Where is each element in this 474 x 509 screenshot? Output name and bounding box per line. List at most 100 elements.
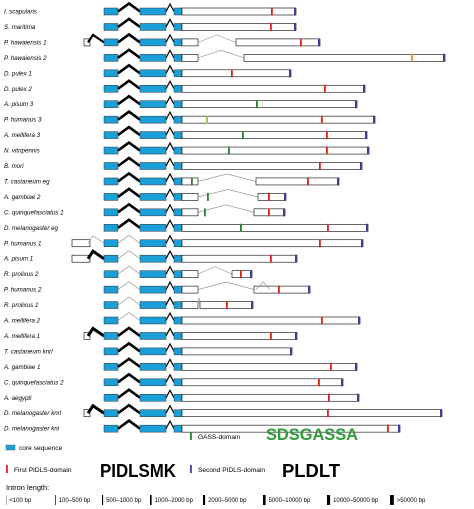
pidls1-domain-mark (271, 7, 273, 16)
upstream-intron (86, 249, 105, 260)
core-exon (103, 239, 119, 247)
pidls1-domain-mark (324, 84, 326, 93)
intron-1 (117, 281, 141, 290)
core-exon (139, 115, 167, 124)
intron-3 (197, 34, 237, 43)
intron-3 (197, 297, 201, 306)
core-exon (103, 224, 119, 232)
pidls2-domain-mark (398, 424, 400, 433)
gene-row: R. prolixus 1 (4, 296, 254, 310)
legend: core sequence GASS-domain First PIDLS-do… (5, 425, 358, 481)
intron-2 (165, 311, 175, 321)
pidls2-domain-mark (294, 22, 296, 31)
core-exon (103, 131, 119, 139)
pidls2-domain-mark (440, 409, 442, 418)
core-exon (103, 316, 119, 325)
exon (181, 115, 376, 124)
pidls1-domain-mark (270, 254, 272, 263)
core-exon (173, 363, 183, 371)
core-exon (139, 7, 167, 16)
gass-domain-mark (242, 131, 244, 140)
gene-label: A. pisum 3 (3, 101, 34, 108)
pidls1-domain-mark (300, 38, 302, 47)
core-exon (173, 239, 183, 247)
core-exon (139, 347, 167, 356)
intron-bin-mark (263, 495, 266, 505)
core-exon (173, 115, 183, 124)
intron-2 (165, 342, 175, 352)
gene-label: T. castaneum eg (4, 178, 50, 185)
intron-1 (117, 32, 141, 44)
gene-row: C. quinquefasciatus 2 (4, 372, 344, 387)
pidls1-domain-mark (326, 146, 328, 155)
core-exon (139, 23, 167, 31)
pidls2-domain-mark (341, 378, 343, 387)
legend-gass-swatch (190, 432, 192, 440)
gene-label: P. hawaiensis 1 (4, 39, 47, 46)
gene-row: A. mellifera 2 (3, 311, 361, 325)
pidls2-domain-mark (360, 162, 362, 170)
exon (257, 193, 287, 201)
legend-gass-label: GASS-domain (198, 434, 240, 441)
pidls1-domain-mark (268, 208, 270, 217)
core-exon (103, 424, 119, 433)
pidls2-domain-mark (250, 270, 252, 279)
core-exon (139, 69, 167, 78)
gene-label: D. melanogaster knrl (4, 410, 62, 417)
intron-1 (117, 341, 141, 353)
intron-3 (197, 281, 255, 290)
exon (243, 54, 446, 62)
core-exon (139, 254, 167, 263)
intron-bin-mark (327, 495, 331, 505)
exon (181, 7, 297, 16)
core-exon (173, 409, 183, 417)
core-exon (103, 285, 119, 294)
exon (181, 69, 292, 78)
gene-row: A. aegypti (3, 388, 360, 402)
gene-row: R. prolixus 2 (4, 265, 253, 279)
pidls1-domain-mark (318, 378, 320, 387)
upstream-intron (87, 33, 105, 44)
gene-label: D. melanogaster kni (4, 426, 60, 433)
gene-row: P. hawaiensis 2 (4, 48, 446, 62)
intron-bin: 5000–10000 bp (263, 495, 311, 505)
upstream-intron (87, 235, 105, 244)
gene-label: S. maritima (4, 24, 36, 31)
gene-label: A. mellifera 1 (3, 333, 40, 340)
gene-row: N. vitripennis (4, 140, 370, 155)
intron-1 (117, 250, 141, 259)
core-exon (103, 347, 119, 356)
exon (181, 332, 298, 340)
core-exon (173, 162, 183, 170)
intron-bin: 100–500 bp (55, 495, 91, 505)
core-exon (173, 100, 183, 108)
gene-label: A. pisum 1 (3, 256, 33, 263)
exon (255, 177, 340, 186)
intron-2 (165, 79, 175, 90)
exon (235, 38, 321, 47)
core-exon (173, 424, 183, 433)
gene-label: N. vitripennis (4, 148, 40, 155)
intron-2 (165, 358, 175, 368)
intron-2 (165, 404, 175, 414)
pidls2-domain-mark (357, 393, 359, 402)
exon (181, 224, 369, 232)
gass-domain-mark (228, 146, 230, 155)
gene-label: P. humanus 3 (4, 117, 42, 124)
intron-2 (165, 110, 175, 120)
core-exon (173, 394, 183, 402)
intron-bin-label: >50000 bp (397, 498, 426, 504)
core-exon (173, 270, 183, 278)
gene-row: D. pulex 2 (4, 79, 366, 93)
core-exon (139, 162, 167, 170)
pidls2-domain-mark (361, 239, 363, 248)
exon (181, 254, 298, 263)
gene-row: I. scapularis (4, 1, 297, 16)
intron-1 (117, 17, 141, 29)
logo-gass: SDSGASSA (266, 425, 358, 444)
gene-label: A. aegypti (3, 395, 32, 402)
gene-row: P. humanus 3 (4, 110, 376, 124)
intron-3 (197, 173, 257, 182)
pidls1-domain-mark (326, 131, 328, 140)
core-exon (173, 208, 183, 217)
